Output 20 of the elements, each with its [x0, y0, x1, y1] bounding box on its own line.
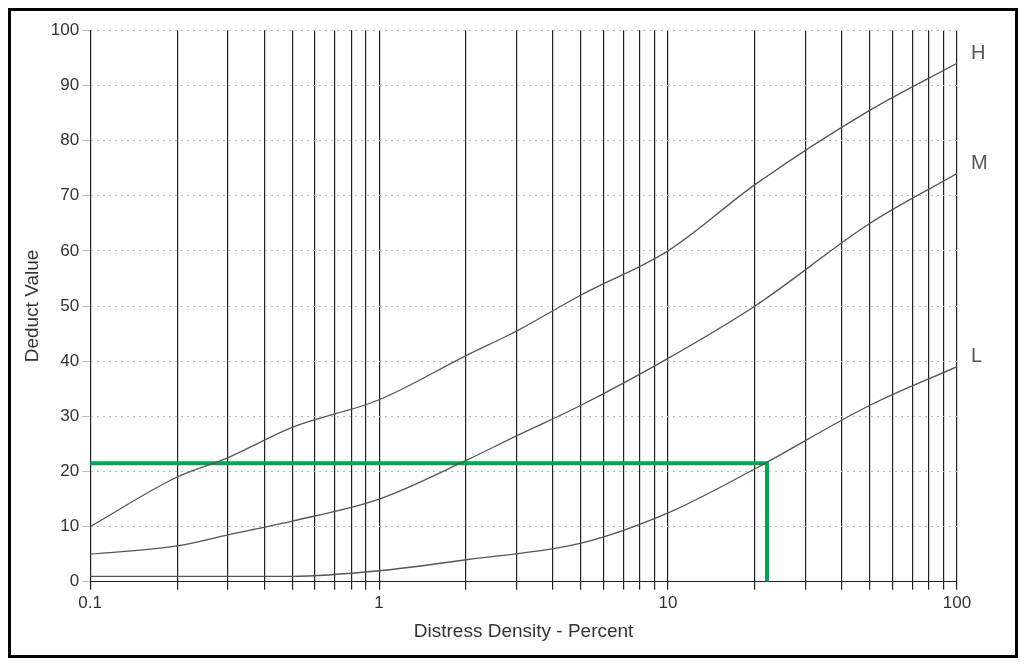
y-tick-label: 60 [60, 240, 80, 260]
x-axis-title: Distress Density - Percent [413, 619, 635, 641]
y-tick-label: 30 [60, 406, 80, 426]
x-tick-label: 10 [658, 592, 678, 612]
y-tick-label: 50 [60, 295, 80, 315]
series-label: H [971, 40, 986, 63]
y-tick-label: 80 [60, 130, 80, 150]
y-tick-label: 100 [50, 19, 80, 39]
y-tick-label: 70 [60, 185, 80, 205]
y-tick-label: 10 [60, 516, 80, 536]
series-label: M [971, 151, 988, 174]
y-tick-label: 40 [60, 350, 80, 370]
y-axis-title: Deduct Value [20, 249, 42, 363]
series-label: L [971, 344, 983, 367]
y-tick-label: 0 [69, 571, 80, 591]
x-tick-label: 1 [374, 592, 384, 612]
y-tick-label: 90 [60, 75, 80, 95]
y-tick-label: 20 [60, 461, 80, 481]
x-tick-label: 100 [942, 592, 972, 612]
x-tick-label: 0.1 [78, 592, 102, 612]
